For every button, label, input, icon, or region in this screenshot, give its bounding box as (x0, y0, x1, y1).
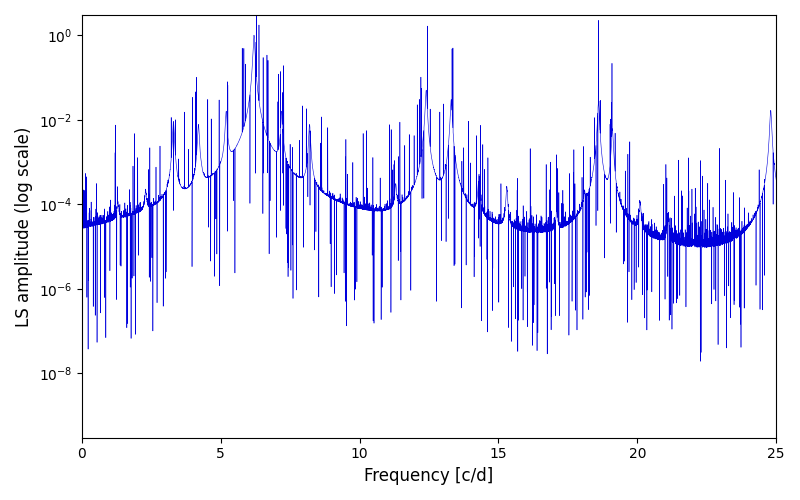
X-axis label: Frequency [c/d]: Frequency [c/d] (364, 467, 494, 485)
Y-axis label: LS amplitude (log scale): LS amplitude (log scale) (15, 126, 33, 326)
